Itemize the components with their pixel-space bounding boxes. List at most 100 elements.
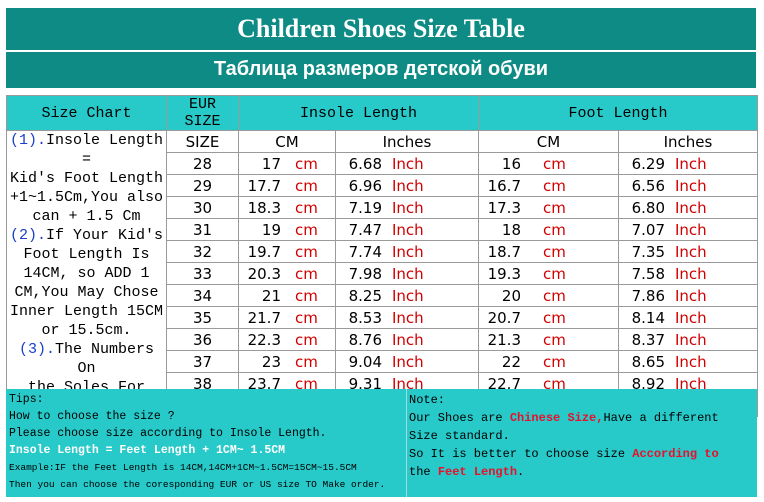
note-text: If Your Kid's	[45, 227, 164, 244]
note-line: Foot Length Is	[7, 245, 166, 264]
note-text: +1~1.5Cm,You also	[9, 189, 164, 206]
insole-cm: 21	[261, 286, 281, 305]
eur-size: 35	[192, 308, 213, 327]
insole-inch-cell: 9.04 Inch	[335, 350, 479, 373]
note-line: Inner Length 15CM	[7, 302, 166, 321]
eur-size-cell: 34	[166, 284, 239, 307]
foot-inch-cell: 6.80 Inch	[618, 196, 758, 219]
note-line: (3).The Numbers On	[7, 340, 166, 378]
insole-cm: 18.3	[247, 198, 281, 217]
unit-inch: Inch	[392, 176, 424, 195]
table-subheader-row: (1).Insole Length = Kid's Foot Length +1~1…	[6, 130, 758, 417]
unit-inch: Inch	[675, 176, 707, 195]
table-row: 35 21.7 cm 8.53 Inch 20.7 cm 8.14 Inch	[7, 306, 758, 329]
unit-inch: Inch	[392, 352, 424, 371]
note-number: (2).	[9, 227, 46, 244]
insole-cm-cell: 20.3 cm	[238, 262, 336, 285]
insole-cm-cell: 21 cm	[238, 284, 336, 307]
insole-cm: 22.3	[247, 330, 281, 349]
unit-inch: Inch	[392, 220, 424, 239]
note-highlight: Feet Length	[437, 465, 518, 479]
insole-inches: 6.96	[348, 176, 382, 195]
insole-cm: 19.7	[247, 242, 281, 261]
tips-formula: Insole Length = Feet Length + 1CM~ 1.5CM	[9, 444, 286, 457]
note-line: 14CM, so ADD 1	[7, 264, 166, 283]
insole-cm-cell: 22.3 cm	[238, 328, 336, 351]
note-text: .	[517, 465, 525, 479]
unit-cm: cm	[295, 242, 318, 261]
eur-size-cell: 33	[166, 262, 239, 285]
foot-cm: 17.3	[487, 198, 521, 217]
unit-inch: Inch	[675, 286, 707, 305]
unit-cm: cm	[543, 286, 566, 305]
insole-length-header: Insole Length	[238, 95, 479, 131]
eur-size-cell: 28	[166, 152, 239, 175]
panel-divider	[406, 389, 407, 497]
note-line: (1).Insole Length =	[7, 131, 166, 169]
foot-inch-cell: 7.86 Inch	[618, 284, 758, 307]
foot-cm-cell: 20 cm	[478, 284, 619, 307]
foot-cm: 22	[501, 352, 521, 371]
unit-cm: cm	[295, 154, 318, 173]
foot-inches: 8.37	[631, 330, 665, 349]
foot-inches: 8.92	[631, 374, 665, 393]
foot-cm-cell: 16.7 cm	[478, 174, 619, 197]
note-text: So It is better to choose size	[409, 447, 633, 461]
foot-inches: 7.07	[631, 220, 665, 239]
tips-line-how: How to choose the size ?	[9, 410, 175, 423]
insole-inches: 7.47	[348, 220, 382, 239]
table-row: 29 17.7 cm 6.96 Inch 16.7 cm 6.56 Inch	[7, 174, 758, 197]
foot-length-header: Foot Length	[478, 95, 758, 131]
note-text: Foot Length Is	[23, 246, 150, 263]
foot-inch-cell: 6.56 Inch	[618, 174, 758, 197]
insole-inch-cell: 7.74 Inch	[335, 240, 479, 263]
eur-size: 28	[192, 154, 213, 173]
note-line-1: Our Shoes are Chinese Size,Have a differ…	[409, 409, 754, 427]
note-line: can + 1.5 Cm	[7, 207, 166, 226]
insole-inches: 8.53	[348, 308, 382, 327]
unit-cm: cm	[295, 330, 318, 349]
unit-cm: cm	[543, 220, 566, 239]
unit-cm: cm	[295, 308, 318, 327]
foot-inch-cell: 8.14 Inch	[618, 306, 758, 329]
insole-cm: 23.7	[247, 374, 281, 393]
unit-cm: cm	[295, 176, 318, 195]
size-chart-header: Size Chart	[6, 95, 167, 131]
insole-cm-cell: 18.3 cm	[238, 196, 336, 219]
note-highlight: According to	[632, 447, 719, 461]
unit-inch: Inch	[675, 330, 707, 349]
note-number: (1).	[9, 132, 46, 149]
note-text: can + 1.5 Cm	[32, 208, 141, 225]
foot-cm-cell: 16 cm	[478, 152, 619, 175]
unit-cm: cm	[295, 220, 318, 239]
foot-cm-cell: 20.7 cm	[478, 306, 619, 329]
unit-cm: cm	[295, 198, 318, 217]
foot-cm-cell: 17.3 cm	[478, 196, 619, 219]
unit-cm: cm	[295, 374, 318, 393]
unit-inch: Inch	[392, 242, 424, 261]
table-row: 31 19 cm 7.47 Inch 18 cm 7.07 Inch	[7, 218, 758, 241]
table-header-row: Size Chart EUR SIZE Insole Length Foot L…	[6, 95, 758, 131]
unit-inch: Inch	[392, 198, 424, 217]
insole-inch-cell: 7.19 Inch	[335, 196, 479, 219]
insole-cm-cell: 23 cm	[238, 350, 336, 373]
note-text: or 15.5cm.	[41, 322, 132, 339]
unit-inch: Inch	[392, 330, 424, 349]
insole-inches: 8.25	[348, 286, 382, 305]
unit-cm: cm	[295, 286, 318, 305]
foot-cm-cell: 21.3 cm	[478, 328, 619, 351]
table-row: 37 23 cm 9.04 Inch 22 cm 8.65 Inch	[7, 350, 758, 373]
table-row: 36 22.3 cm 8.76 Inch 21.3 cm 8.37 Inch	[7, 328, 758, 351]
insole-cm-cell: 17 cm	[238, 152, 336, 175]
insole-inches: 9.31	[348, 374, 382, 393]
foot-inches: 8.65	[631, 352, 665, 371]
tips-line-choose: Please choose size according to Insole L…	[9, 427, 327, 440]
foot-cm-cell: 18.7 cm	[478, 240, 619, 263]
page-subtitle-russian: Таблица размеров детской обуви	[6, 52, 756, 88]
foot-cm: 21.3	[487, 330, 521, 349]
foot-inches: 6.56	[631, 176, 665, 195]
insole-inches-subheader: Inches	[335, 130, 479, 153]
table-row: 34 21 cm 8.25 Inch 20 cm 7.86 Inch	[7, 284, 758, 307]
insole-inches: 9.04	[348, 352, 382, 371]
foot-inches: 7.86	[631, 286, 665, 305]
